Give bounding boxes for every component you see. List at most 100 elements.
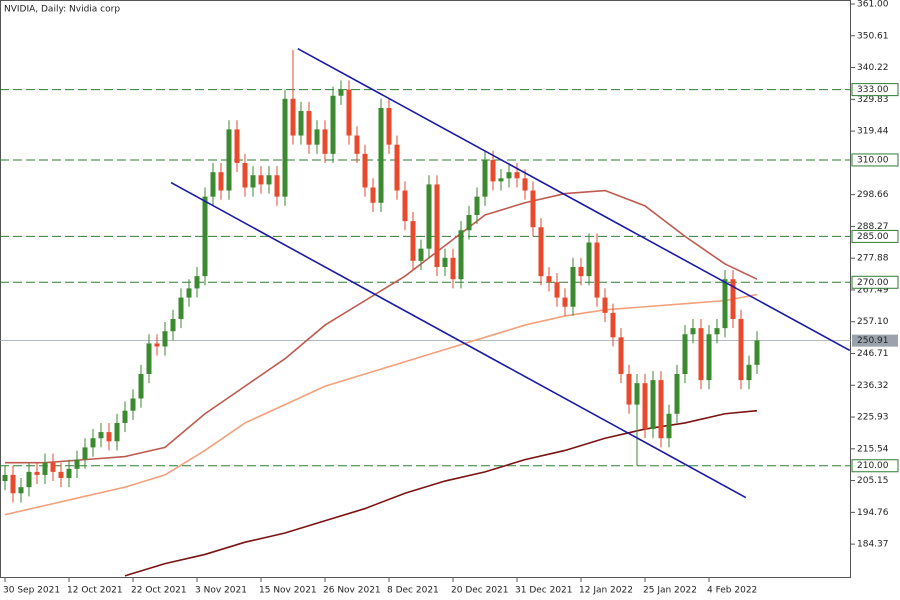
candle-body (426, 184, 432, 249)
level-label: 333.00 (857, 85, 889, 95)
candle-body (490, 159, 496, 182)
candle-body (514, 172, 520, 179)
candle-body (738, 318, 744, 381)
candle-body (666, 413, 672, 439)
candle-body (42, 462, 48, 475)
candle-body (34, 471, 40, 475)
candle-body (58, 471, 64, 478)
candle-body (474, 196, 480, 215)
candle-body (274, 175, 280, 197)
level-label-box (851, 229, 899, 243)
candle-body (66, 468, 72, 478)
candle-body (546, 276, 552, 283)
candle-body (706, 334, 712, 381)
candle-body (282, 98, 288, 197)
plot-frame (0, 0, 851, 578)
moving-average (4, 293, 758, 516)
candle-body (98, 432, 104, 439)
candle-body (370, 187, 376, 203)
candle-body (722, 279, 728, 329)
candle-body (170, 318, 176, 332)
last-price-label: 250.91 (857, 336, 889, 346)
candle-body (650, 380, 656, 430)
x-tick-label: 8 Dec 2021 (387, 586, 439, 596)
y-tick-label: 361.00 (857, 0, 889, 10)
candle-body (186, 288, 192, 298)
moving-average (124, 409, 758, 577)
candle-body (618, 337, 624, 375)
candle-body (314, 129, 320, 145)
candle-body (226, 129, 232, 191)
level-label-box (851, 459, 899, 473)
candle-body (178, 297, 184, 319)
candle-body (386, 107, 392, 145)
x-tick-label: 15 Nov 2021 (259, 586, 317, 596)
y-tick-label: 340.22 (857, 63, 889, 73)
candle-body (90, 438, 96, 448)
candle-body (402, 190, 408, 222)
candle-body (482, 159, 488, 197)
x-tick-label: 4 Feb 2022 (707, 586, 757, 596)
candle-body (674, 374, 680, 414)
trendline (297, 47, 851, 352)
y-tick-label: 319.44 (857, 127, 889, 137)
candle-body (450, 257, 456, 280)
candle-body (754, 340, 760, 365)
y-tick-label: 246.71 (857, 349, 889, 359)
plot-area (0, 47, 851, 577)
level-label: 210.00 (857, 461, 889, 471)
candle-body (586, 242, 592, 277)
level-label-box (851, 275, 899, 289)
candle-body (162, 331, 168, 347)
x-tick-label: 22 Oct 2021 (131, 586, 187, 596)
candle-body (82, 447, 88, 460)
candle-body (266, 175, 272, 185)
candle-body (682, 334, 688, 375)
candle-body (202, 196, 208, 277)
candle-body (346, 89, 352, 136)
candle-body (130, 398, 136, 411)
candle-body (410, 221, 416, 261)
candle-body (594, 242, 600, 298)
candle-body (626, 374, 632, 405)
y-tick-label: 194.76 (857, 508, 889, 518)
y-tick-label: 184.37 (857, 540, 889, 550)
candle-body (658, 380, 664, 439)
y-tick-label: 215.54 (857, 444, 889, 454)
candle-body (562, 297, 568, 307)
y-tick-label: 329.83 (857, 95, 889, 105)
y-tick-label: 350.61 (857, 31, 889, 41)
candle-body (730, 279, 736, 319)
candle-body (250, 175, 256, 188)
x-tick-label: 20 Dec 2021 (451, 586, 509, 596)
candle-body (570, 266, 576, 307)
candle-body (610, 312, 616, 338)
candle-body (354, 135, 360, 154)
y-tick-label: 257.10 (857, 317, 889, 327)
candle-body (106, 432, 112, 442)
candle-body (498, 178, 504, 182)
x-tick-label: 12 Oct 2021 (67, 586, 123, 596)
candle-body (394, 144, 400, 191)
candle-body (506, 172, 512, 179)
level-label-box (851, 83, 899, 97)
level-label: 310.00 (857, 155, 889, 165)
candle-body (338, 89, 344, 96)
y-tick-label: 298.66 (857, 190, 889, 200)
candle-body (122, 410, 128, 423)
candle-body (74, 459, 80, 469)
candle-body (522, 178, 528, 191)
candle-body (330, 95, 336, 154)
candle-body (746, 364, 752, 381)
candle-body (362, 153, 368, 188)
candle-body (690, 328, 696, 335)
y-tick-label: 277.88 (857, 254, 889, 264)
x-tick-label: 25 Jan 2022 (643, 586, 697, 596)
candle-body (418, 248, 424, 261)
candle-body (322, 129, 328, 154)
candle-body (194, 276, 200, 289)
candle-body (642, 383, 648, 430)
candle-body (234, 129, 240, 164)
x-tick-label: 3 Nov 2021 (195, 586, 247, 596)
candle-body (538, 227, 544, 277)
